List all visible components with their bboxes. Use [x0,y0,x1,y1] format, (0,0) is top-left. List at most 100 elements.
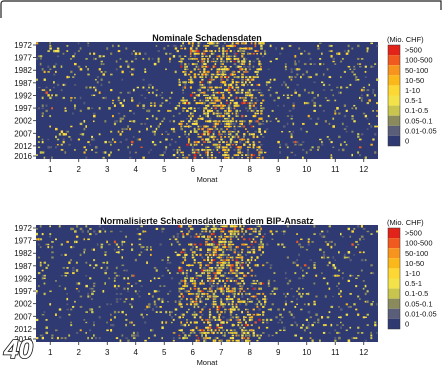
heatmap-cell [98,305,101,308]
heatmap-cell [37,238,40,241]
heatmap-cell [218,115,221,118]
heatmap-cell [256,89,259,92]
heatmap-cell [366,230,370,233]
heatmap-cell [227,91,231,94]
heatmap-cell [245,107,248,110]
heatmap-cell [227,256,230,259]
heatmap-cell [199,84,202,86]
heatmap-cell [216,76,219,78]
heatmap-cell [321,235,324,238]
heatmap-cell [144,308,147,311]
heatmap-cell [203,306,206,308]
heatmap-cell [182,251,185,254]
heatmap-cell [222,274,225,277]
heatmap-cell [70,308,73,311]
heatmap-cell [203,101,206,105]
heatmap-cell [212,241,215,243]
heatmap-cell [64,133,67,136]
heatmap-cell [300,246,302,249]
heatmap-cell [222,120,225,123]
heatmap-cell [231,331,234,335]
heatmap-cell [104,253,107,256]
heatmap-cell [98,91,101,94]
heatmap-cell [273,99,276,102]
x-tick-label: 2 [77,165,82,174]
heatmap-cell [180,44,183,47]
heatmap-cell [189,303,193,306]
heatmap-cell [338,332,341,334]
heatmap-cell [220,321,223,324]
heatmap-cell [58,133,62,136]
heatmap-cell [41,151,45,154]
heatmap-cell [235,55,238,58]
heatmap-cell [117,149,120,151]
heatmap-cell [178,243,181,246]
heatmap-cell [104,282,106,285]
heatmap-cell [226,287,228,290]
heatmap-cell [222,104,225,107]
heatmap-cell [227,86,230,89]
heatmap-cell [205,230,208,233]
heatmap-cell [170,316,173,319]
heatmap-cell [201,292,204,295]
heatmap-cell [77,290,81,293]
heatmap-cell [220,331,223,334]
heatmap-cell [334,109,337,112]
heatmap-cell [290,94,293,96]
heatmap-cell [222,292,225,295]
heatmap-cell [222,321,225,324]
heatmap-cell [212,298,215,300]
heatmap-cell [226,88,229,92]
heatmap-cell [241,154,244,156]
heatmap-cell [324,324,327,327]
heatmap-cell [169,52,172,55]
heatmap-cell [207,81,210,84]
heatmap-cell [235,314,238,316]
heatmap-cell [309,316,312,319]
heatmap-cell [87,336,89,340]
legend-frame [387,44,401,147]
heatmap-cell [186,228,188,230]
heatmap-cell [303,101,306,105]
heatmap-cell [243,329,245,332]
heatmap-cell [233,50,236,53]
heatmap-cell [233,70,236,73]
heatmap-cell [37,55,41,58]
heatmap-cell [237,57,240,60]
heatmap-cell [180,267,183,269]
heatmap-cell [241,324,243,326]
heatmap-cell [205,50,208,53]
heatmap-cell [191,253,194,256]
heatmap-cell [317,47,320,50]
heatmap-cell [41,96,44,100]
heatmap-cell [241,326,243,329]
heatmap-cell [229,94,233,97]
heatmap-cell [36,238,38,241]
heatmap-cell [155,227,159,230]
y-tick-label: 1992 [14,274,32,283]
heatmap-cell [79,47,82,50]
heatmap-cell [243,68,245,71]
heatmap-cell [191,227,194,231]
heatmap-cell [226,300,229,303]
heatmap-cell [254,50,258,53]
heatmap-cell [290,133,293,136]
heatmap-cell [245,94,248,97]
heatmap-cell [222,44,225,47]
heatmap-cell [205,47,207,50]
heatmap-cell [260,334,262,337]
heatmap-cell [199,86,202,89]
heatmap-cell [43,277,46,279]
heatmap-cell [201,313,204,316]
heatmap-cell [250,83,254,86]
heatmap-cell [182,261,184,264]
heatmap-cell [197,60,200,63]
heatmap-cell [159,285,162,287]
heatmap-cell [326,282,329,285]
heatmap-cell [58,316,62,319]
heatmap-cell [334,339,337,342]
heatmap-cell [313,321,316,324]
heatmap-cell [252,52,255,55]
heatmap-cell [214,107,218,110]
heatmap-cell [138,102,141,104]
